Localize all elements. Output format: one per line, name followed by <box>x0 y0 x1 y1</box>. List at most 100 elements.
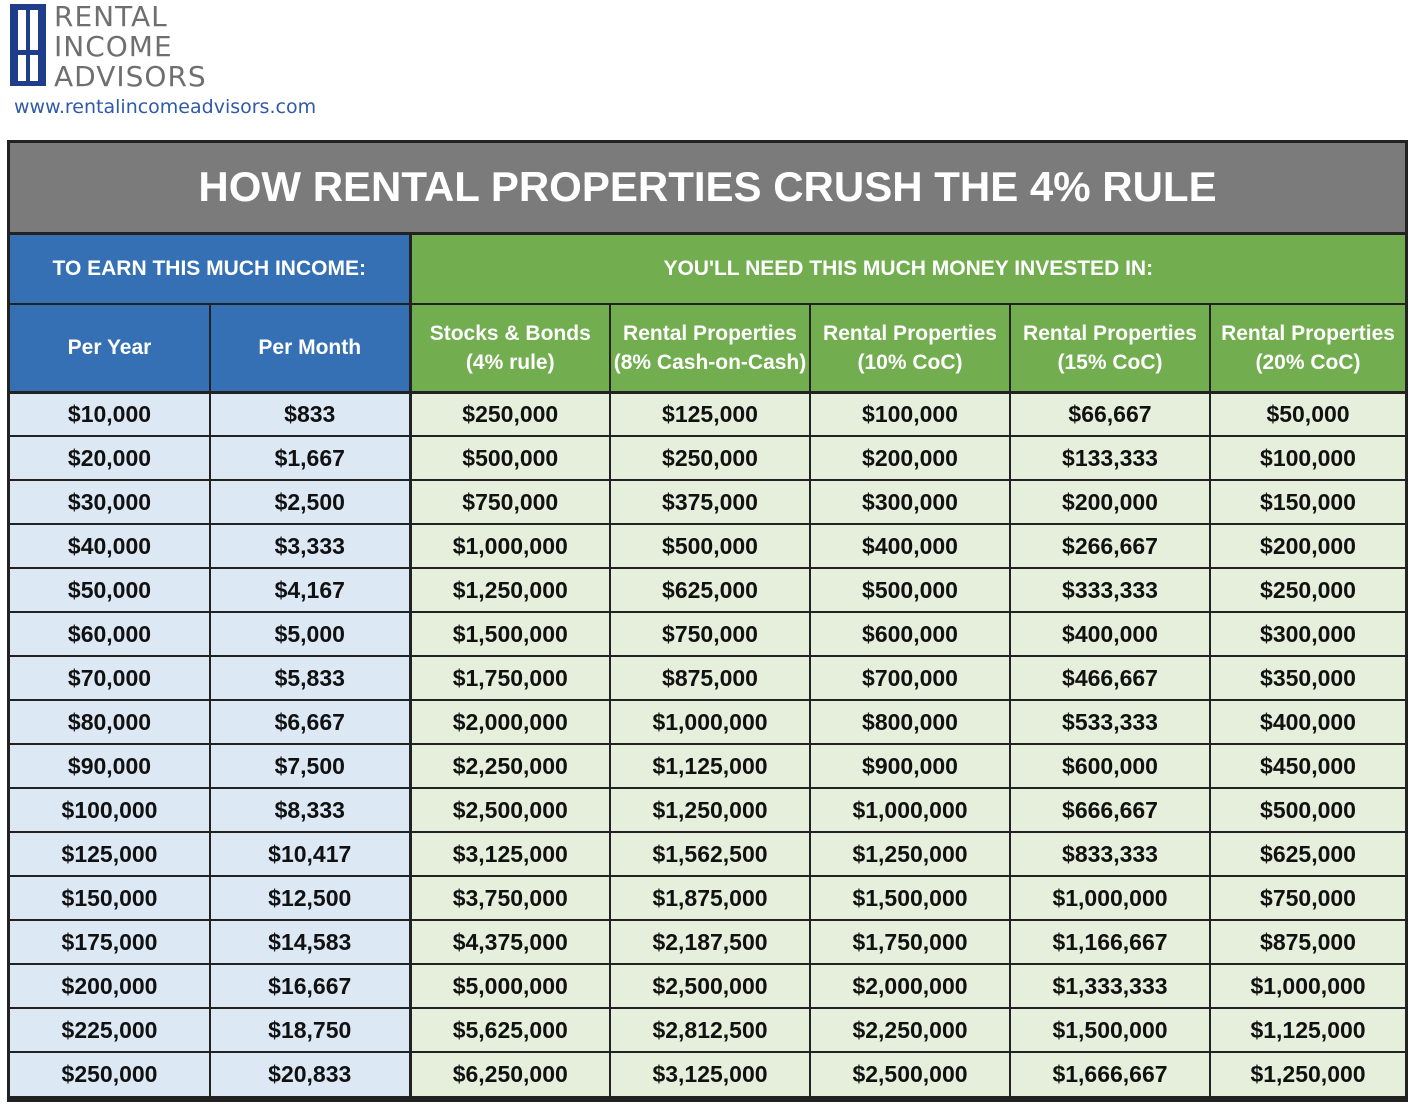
table-cell: $833,333 <box>1010 832 1211 877</box>
table-cell: $1,125,000 <box>1210 1008 1406 1053</box>
table-cell: $1,750,000 <box>810 920 1011 965</box>
table-cell: $12,500 <box>210 876 412 921</box>
table-cell: $1,000,000 <box>610 700 811 745</box>
table-cell: $60,000 <box>10 612 211 657</box>
column-header-sublabel: (10% CoC) <box>857 350 963 374</box>
table-cell: $266,667 <box>1010 524 1211 569</box>
column-header: Per Year <box>10 304 211 394</box>
table-row: $40,000 $3,333 $1,000,000 $500,000 $400,000 $… <box>10 524 1406 569</box>
table-cell: $100,000 <box>810 392 1011 437</box>
table-row: $225,000 $18,750 $5,625,000 $2,812,500 $2,25… <box>10 1008 1406 1053</box>
table-cell: $200,000 <box>810 436 1011 481</box>
table-cell: $30,000 <box>10 480 211 525</box>
table-cell: $900,000 <box>810 744 1011 789</box>
table-cell: $875,000 <box>610 656 811 701</box>
table-cell: $6,250,000 <box>410 1052 611 1096</box>
table-row: $175,000 $14,583 $4,375,000 $2,187,500 $1,75… <box>10 920 1406 965</box>
table-cell: $800,000 <box>810 700 1011 745</box>
table-cell: $600,000 <box>1010 744 1211 789</box>
table-cell: $200,000 <box>1010 480 1211 525</box>
column-header: Rental Properties (20% CoC) <box>1210 304 1406 394</box>
table-cell: $250,000 <box>10 1052 211 1096</box>
table-row: $60,000 $5,000 $1,500,000 $750,000 $600,000 $… <box>10 612 1406 657</box>
table-cell: $3,750,000 <box>410 876 611 921</box>
table-cell: $175,000 <box>10 920 211 965</box>
table-cell: $5,000 <box>210 612 412 657</box>
table-cell: $1,500,000 <box>1010 1008 1211 1053</box>
table-cell: $500,000 <box>610 524 811 569</box>
table-cell: $2,500,000 <box>810 1052 1011 1096</box>
table-cell: $125,000 <box>10 832 211 877</box>
table-cell: $1,125,000 <box>610 744 811 789</box>
table-cell: $4,167 <box>210 568 412 613</box>
table-cell: $450,000 <box>1210 744 1406 789</box>
table-cell: $10,000 <box>10 392 211 437</box>
table-cell: $2,250,000 <box>810 1008 1011 1053</box>
table-cell: $750,000 <box>1210 876 1406 921</box>
table-cell: $375,000 <box>610 480 811 525</box>
table-cell: $5,833 <box>210 656 412 701</box>
table-row: $10,000 $833 $250,000 $125,000 $100,000 $66,6… <box>10 392 1406 437</box>
table-cell: $8,333 <box>210 788 412 833</box>
table-row: $250,000 $20,833 $6,250,000 $3,125,000 $2,50… <box>10 1052 1406 1096</box>
table-cell: $40,000 <box>10 524 211 569</box>
table-cell: $625,000 <box>1210 832 1406 877</box>
table-cell: $1,250,000 <box>610 788 811 833</box>
table-cell: $133,333 <box>1010 436 1211 481</box>
table-cell: $1,250,000 <box>1210 1052 1406 1096</box>
table-cell: $10,417 <box>210 832 412 877</box>
logo-line-1: RENTAL <box>54 0 168 33</box>
table-row: $70,000 $5,833 $1,750,000 $875,000 $700,000 $… <box>10 656 1406 701</box>
table-cell: $1,562,500 <box>610 832 811 877</box>
table-cell: $666,667 <box>1010 788 1211 833</box>
table-cell: $1,000,000 <box>810 788 1011 833</box>
table-cell: $225,000 <box>10 1008 211 1053</box>
table-cell: $20,000 <box>10 436 211 481</box>
table-cell: $750,000 <box>410 480 611 525</box>
website-url: www.rentalincomeadvisors.com <box>14 96 317 118</box>
table-cell: $1,333,333 <box>1010 964 1211 1009</box>
table-cell: $1,250,000 <box>810 832 1011 877</box>
table-cell: $400,000 <box>1010 612 1211 657</box>
table-row: $100,000 $8,333 $2,500,000 $1,250,000 $1,000… <box>10 788 1406 833</box>
column-header-label: Stocks & Bonds <box>429 321 591 345</box>
table-cell: $2,500,000 <box>410 788 611 833</box>
table-cell: $400,000 <box>810 524 1011 569</box>
logo-line-3: ADVISORS <box>54 60 207 93</box>
table-cell: $700,000 <box>810 656 1011 701</box>
table-cell: $5,000,000 <box>410 964 611 1009</box>
table-row: $20,000 $1,667 $500,000 $250,000 $200,000 $13… <box>10 436 1406 481</box>
table-cell: $20,833 <box>210 1052 412 1096</box>
column-header: Stocks & Bonds (4% rule) <box>410 304 611 394</box>
table-cell: $6,667 <box>210 700 412 745</box>
table-cell: $400,000 <box>1210 700 1406 745</box>
table-cell: $80,000 <box>10 700 211 745</box>
table-cell: $1,667 <box>210 436 412 481</box>
table-cell: $125,000 <box>610 392 811 437</box>
table-row: $125,000 $10,417 $3,125,000 $1,562,500 $1,25… <box>10 832 1406 877</box>
column-header-label: Per Year <box>67 335 152 359</box>
table-cell: $2,812,500 <box>610 1008 811 1053</box>
table-row: $50,000 $4,167 $1,250,000 $625,000 $500,000 $… <box>10 568 1406 613</box>
table-cell: $875,000 <box>1210 920 1406 965</box>
logo-line-2: INCOME <box>54 30 173 63</box>
table-cell: $500,000 <box>1210 788 1406 833</box>
table-cell: $3,333 <box>210 524 412 569</box>
table-cell: $2,000,000 <box>410 700 611 745</box>
table-row: $90,000 $7,500 $2,250,000 $1,125,000 $900,00… <box>10 744 1406 789</box>
column-header: Rental Properties (10% CoC) <box>810 304 1011 394</box>
table-cell: $100,000 <box>1210 436 1406 481</box>
table-cell: $250,000 <box>610 436 811 481</box>
table-row: $150,000 $12,500 $3,750,000 $1,875,000 $1,50… <box>10 876 1406 921</box>
table-cell: $150,000 <box>1210 480 1406 525</box>
table-cell: $18,750 <box>210 1008 412 1053</box>
table-cell: $625,000 <box>610 568 811 613</box>
column-header: Rental Properties (8% Cash-on-Cash) <box>610 304 811 394</box>
logo-wordmark: RENTAL INCOME ADVISORS <box>54 2 207 92</box>
table-cell: $300,000 <box>1210 612 1406 657</box>
table-cell: $150,000 <box>10 876 211 921</box>
table-cell: $1,875,000 <box>610 876 811 921</box>
table-cell: $600,000 <box>810 612 1011 657</box>
column-header-sublabel: (8% Cash-on-Cash) <box>613 350 807 374</box>
table-cell: $250,000 <box>410 392 611 437</box>
